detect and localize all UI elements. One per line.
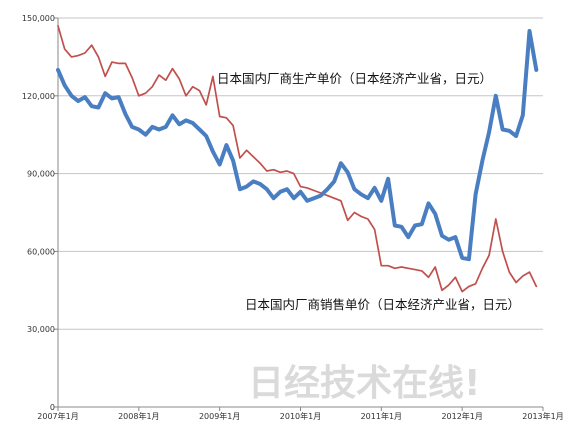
y-axis-tick-labels: 0 30,000 60,000 90,000 120,000 150,000 <box>22 14 55 412</box>
y-tick-label: 0 <box>50 403 55 412</box>
watermark-logo: 日经技术在线! <box>248 363 480 404</box>
y-tick-label: 90,000 <box>27 170 55 179</box>
production-price-line <box>56 29 539 262</box>
axes <box>57 18 543 408</box>
sales-price-line <box>57 24 538 293</box>
series-lines <box>56 24 539 293</box>
x-tick-label: 2009年1月 <box>199 411 240 421</box>
y-tick-label: 120,000 <box>22 92 55 101</box>
x-tick-label: 2007年1月 <box>37 411 78 421</box>
x-axis-tick-labels: 2007年1月 2008年1月 2009年1月 2010年1月 2011年1月 2012年… <box>37 411 563 421</box>
x-tick-label: 2008年1月 <box>118 411 159 421</box>
y-tick-label: 60,000 <box>27 247 55 256</box>
y-tick-label: 30,000 <box>27 325 55 334</box>
sales-price-annotation: 日本国内厂商销售单价（日本经济产业省，日元） <box>245 297 520 312</box>
x-tick-label: 2012年1月 <box>441 411 482 421</box>
x-tick-label: 2011年1月 <box>361 411 402 421</box>
x-tick-label: 2013年1月 <box>522 411 563 421</box>
production-price-annotation: 日本国内厂商生产单价（日本经济产业省，日元） <box>217 71 492 86</box>
x-tick-label: 2010年1月 <box>280 411 321 421</box>
y-tick-label: 150,000 <box>22 14 55 23</box>
